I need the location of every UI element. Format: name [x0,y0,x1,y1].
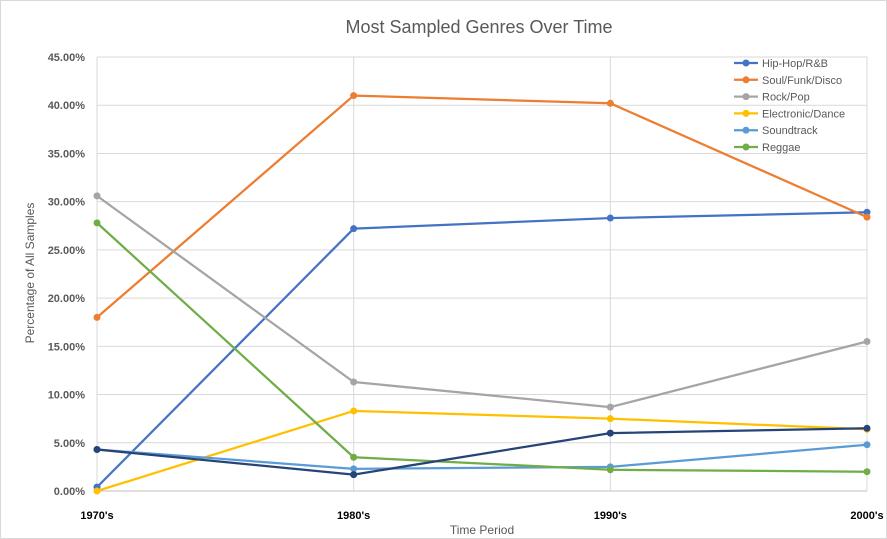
gridlines [96,56,868,492]
y-tick-label: 45.00% [48,52,86,64]
data-point [350,378,358,386]
legend-label: Electronic/Dance [762,108,845,120]
y-axis-title: Percentage of All Samples [23,203,37,344]
series [93,407,871,495]
data-point [93,446,101,454]
series [93,192,871,411]
legend-item: Reggae [734,142,801,154]
legend-swatch-marker [742,126,750,134]
legend-swatch-marker [742,76,750,84]
x-axis-title: Time Period [450,523,514,537]
legend-swatch-marker [742,143,750,151]
x-tick-label: 1970's [80,510,113,522]
legend-swatch-marker [742,59,750,67]
legend-item: Electronic/Dance [734,108,845,120]
series [93,208,871,491]
series [93,92,871,321]
y-tick-label: 15.00% [48,341,86,353]
series-line [96,194,868,409]
legend-swatch-marker [742,109,750,117]
legend-item: Rock/Pop [734,92,810,104]
y-tick-label: 0.00% [54,486,85,498]
data-point [863,424,871,432]
data-point [93,487,101,495]
data-point [863,213,871,221]
data-point [863,208,871,216]
legend: Hip-Hop/R&B Soul/Funk/Disco Rock/Pop Electr… [734,58,845,154]
legend-label: Hip-Hop/R&B [762,58,828,70]
legend-item: Soul/Funk/Disco [734,75,842,87]
y-tick-label: 25.00% [48,245,86,257]
data-point [606,99,614,107]
legend-label: Soundtrack [762,125,818,137]
data-point [350,471,358,479]
data-point [350,225,358,233]
data-point [606,214,614,222]
y-tick-label: 10.00% [48,390,86,402]
data-point [93,219,101,227]
series-line [96,443,868,470]
data-point [863,468,871,476]
x-tick-label: 1980's [337,510,370,522]
series [93,219,871,476]
legend-label: Rock/Pop [762,92,810,104]
series-line [96,427,868,476]
x-tick-label: 1990's [594,510,627,522]
x-tick-label: 2000's [850,510,883,522]
y-tick-label: 40.00% [48,100,86,112]
legend-item: Soundtrack [734,125,818,137]
legend-label: Soul/Funk/Disco [762,75,842,87]
y-tick-label: 20.00% [48,293,86,305]
y-tick-label: 35.00% [48,148,86,160]
data-point [863,441,871,449]
series-line [96,94,868,319]
data-point [93,192,101,200]
data-point [606,429,614,437]
data-point [606,415,614,423]
x-axis-ticks: 1970's 1980's 1990's 2000's [80,510,883,522]
data-point [350,92,358,100]
legend-label: Reggae [762,142,801,154]
y-tick-label: 5.00% [54,438,85,450]
data-point [350,453,358,461]
chart-title: Most Sampled Genres Over Time [345,17,612,37]
series-layer [93,92,871,495]
legend-item: Hip-Hop/R&B [734,58,828,70]
series-line [96,409,868,493]
data-point [93,313,101,321]
y-axis-ticks: 0.00% 5.00% 10.00% 15.00% 20.00% 25.00% 30.00%… [48,52,86,498]
series [93,424,871,479]
series-line [96,211,868,488]
data-point [350,465,358,473]
series-line [96,222,868,473]
data-point [606,466,614,474]
legend-swatch-marker [742,93,750,101]
data-point [606,403,614,411]
data-point [863,338,871,346]
data-point [350,407,358,415]
y-tick-label: 30.00% [48,197,86,209]
